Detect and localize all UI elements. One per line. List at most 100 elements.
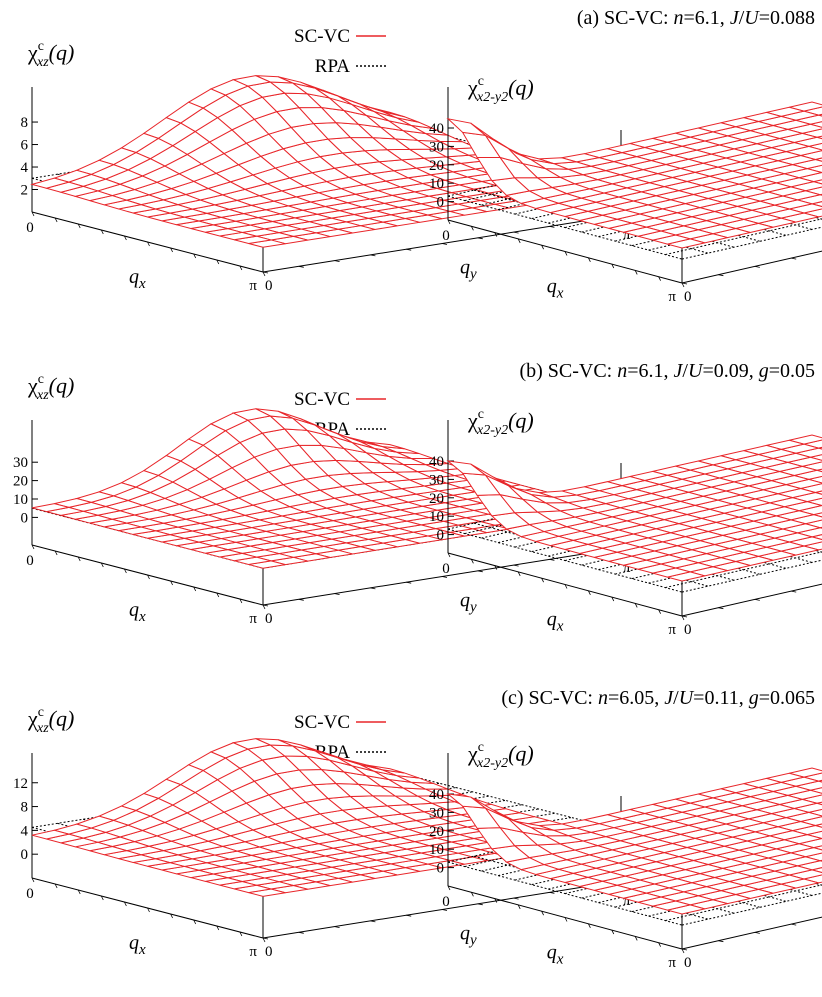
qy-minor-tick <box>298 931 304 934</box>
qy-tick-pi: π <box>623 893 631 909</box>
qx-minor-tick <box>517 238 521 244</box>
qx-minor-tick <box>681 282 685 288</box>
qx-minor-tick <box>634 270 638 275</box>
qy-minor-tick <box>754 599 760 601</box>
sc-vc-surface-cell <box>446 117 488 137</box>
qx-minor-tick <box>564 917 568 922</box>
qy-minor-tick <box>477 237 483 240</box>
quantity-label: χc x2-y2(q) <box>467 74 534 105</box>
qy-minor-tick <box>406 581 412 584</box>
qx-minor-tick <box>100 562 104 568</box>
quantity-label: χc x2-y2(q) <box>467 407 534 438</box>
qy-minor-tick <box>718 274 724 277</box>
qx-minor-tick <box>681 948 685 954</box>
panel-title-c: (c) SC-VC: n=6.05, J/U=0.11, g=0.065 <box>501 687 815 709</box>
qx-tick-pi: π <box>668 955 676 971</box>
qx-minor-tick <box>447 219 451 225</box>
qx-minor-tick <box>611 596 615 602</box>
qy-tick-0: 0 <box>684 955 692 971</box>
qx-tick-0: 0 <box>26 553 34 569</box>
qx-axis-label: qx <box>129 932 146 958</box>
z-tick-label: 10 <box>429 842 444 858</box>
sc-vc-surface <box>446 434 822 582</box>
qx-minor-tick <box>588 257 591 262</box>
qx-minor-tick <box>54 883 58 889</box>
qy-minor-tick <box>406 914 412 917</box>
qy-minor-tick <box>791 590 797 593</box>
qy-minor-tick <box>334 593 340 595</box>
qy-minor-tick <box>406 248 412 251</box>
sc-vc-surface <box>30 75 622 248</box>
qx-minor-tick <box>494 898 498 903</box>
sc-vc-surface <box>446 101 822 249</box>
qy-tick-0: 0 <box>265 278 273 294</box>
qx-tick-0: 0 <box>26 220 34 236</box>
qx-minor-tick <box>170 913 173 919</box>
qy-axis-label: qy <box>460 257 477 283</box>
qy-axis-label: qy <box>460 923 477 949</box>
qy-minor-tick <box>513 564 519 567</box>
qx-tick-pi: π <box>249 944 257 960</box>
qx-minor-tick <box>564 251 568 256</box>
panel-title-b: (b) SC-VC: n=6.1, J/U=0.09, g=0.05 <box>519 360 815 382</box>
floor-edge-right-y <box>681 250 822 284</box>
qy-minor-tick <box>298 598 304 601</box>
qx-minor-tick <box>193 253 197 259</box>
qx-minor-tick <box>262 937 266 943</box>
qy-tick-pi: π <box>623 227 631 243</box>
qx-tick-0: 0 <box>442 561 450 577</box>
qy-minor-tick <box>262 937 269 940</box>
qx-axis-label: qx <box>129 266 146 292</box>
quantity-label: χc x2-y2(q) <box>467 740 534 771</box>
qx-minor-tick <box>541 911 544 916</box>
z-tick-label: 4 <box>21 160 29 176</box>
z-tick-label: 6 <box>21 138 29 154</box>
panel-title-a: (a) SC-VC: n=6.1, J/U=0.088 <box>577 7 815 29</box>
legend-sc-vc-label: SC-VC <box>294 389 350 410</box>
z-tick-label: 0 <box>437 861 445 877</box>
qx-minor-tick <box>193 586 197 592</box>
qx-minor-tick <box>588 590 591 595</box>
qx-minor-tick <box>634 603 638 608</box>
qx-minor-tick <box>541 245 544 250</box>
qx-minor-tick <box>517 571 521 577</box>
quantity-label: χc xz(q) <box>27 372 74 403</box>
plot-1-1: 0102030400π0πqxqyχcx2-y2(q) <box>429 407 822 638</box>
qx-tick-0: 0 <box>442 894 450 910</box>
qx-tick-pi: π <box>249 278 257 294</box>
z-tick-label: 8 <box>21 800 29 816</box>
sc-vc-surface-cell <box>31 503 69 513</box>
qx-axis-label: qx <box>547 276 564 302</box>
qy-minor-tick <box>791 923 797 926</box>
qx-minor-tick <box>31 544 35 550</box>
qy-minor-tick <box>681 948 688 951</box>
qx-minor-tick <box>262 604 266 610</box>
z-tick-label: 30 <box>429 805 444 821</box>
z-tick-label: 0 <box>437 528 445 544</box>
z-tick-label: 20 <box>13 474 28 490</box>
qx-minor-tick <box>494 232 498 237</box>
qx-minor-tick <box>124 568 127 574</box>
qy-tick-pi: π <box>623 560 631 576</box>
qx-minor-tick <box>471 226 474 231</box>
qy-minor-tick <box>681 615 688 618</box>
z-tick-label: 20 <box>429 158 444 174</box>
qx-minor-tick <box>193 919 197 925</box>
qx-minor-tick <box>239 931 243 937</box>
qx-tick-pi: π <box>668 289 676 305</box>
qx-minor-tick <box>658 942 661 947</box>
z-tick-label: 30 <box>429 139 444 155</box>
qy-minor-tick <box>370 254 376 257</box>
qx-minor-tick <box>471 892 474 897</box>
qx-minor-tick <box>471 559 474 564</box>
qy-tick-0: 0 <box>684 289 692 305</box>
sc-vc-surface-cell <box>31 829 69 840</box>
qx-minor-tick <box>611 929 615 935</box>
qy-minor-tick <box>754 266 760 268</box>
z-tick-label: 20 <box>429 824 444 840</box>
qx-minor-tick <box>658 276 661 281</box>
qx-minor-tick <box>77 556 81 562</box>
qx-minor-tick <box>147 241 150 247</box>
z-tick-label: 0 <box>21 510 29 526</box>
